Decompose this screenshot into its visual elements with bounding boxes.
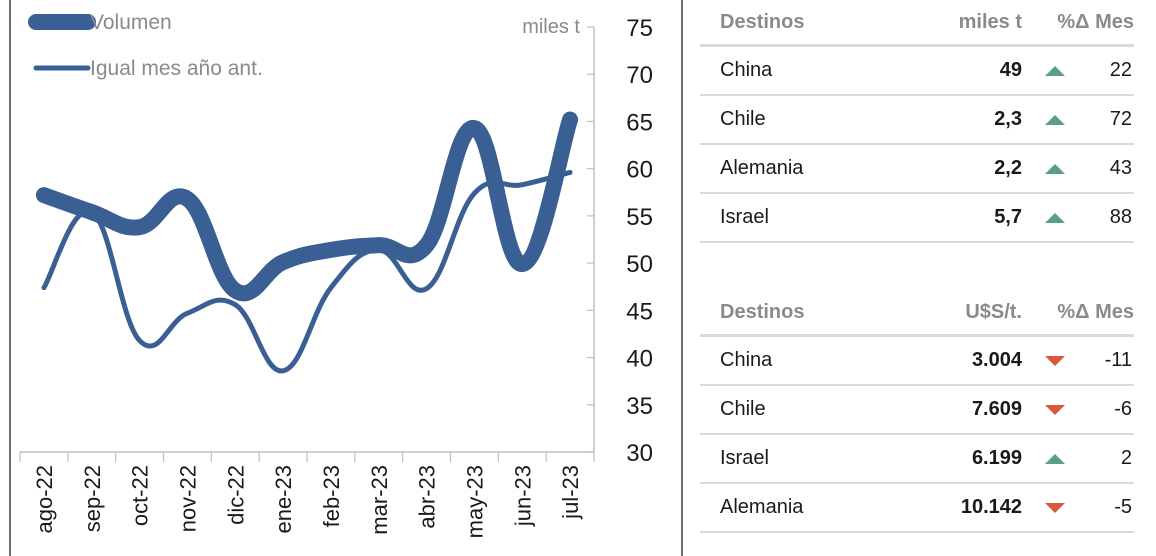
destination-name: Chile [700, 95, 898, 145]
destination-value: 49 [897, 45, 1028, 96]
destination-value: 3.004 [899, 335, 1028, 386]
destination-name: Israel [700, 193, 898, 243]
header-destinos: Destinos [700, 0, 898, 47]
x-tick-label: oct-22 [128, 465, 153, 526]
y-tick-label: 75 [626, 15, 653, 42]
triangle-up-icon [1028, 193, 1082, 243]
table-row: China 3.004 -11 [700, 335, 1134, 386]
y-tick-label: 55 [626, 204, 653, 231]
destination-pct-change: 43 [1082, 144, 1134, 194]
x-tick-label: sep-22 [80, 465, 105, 532]
destination-value: 2,3 [897, 95, 1028, 145]
header-destinos: Destinos [700, 290, 900, 337]
y-tick-label: 65 [626, 109, 653, 136]
table-row: Chile 7.609 -6 [700, 385, 1134, 435]
y-tick-label: 60 [626, 157, 653, 184]
table-row: Israel 6.199 2 [700, 434, 1134, 484]
destination-pct-change: 88 [1082, 193, 1134, 243]
table-row: Chile 2,3 72 [700, 95, 1134, 145]
volume-table-header: Destinos miles t %Δ Mes [700, 0, 1134, 47]
triangle-down-icon [1028, 335, 1082, 386]
header-usd-t: U$S/t. [899, 290, 1028, 337]
triangle-down-icon [1028, 385, 1082, 435]
destination-pct-change: -5 [1082, 483, 1134, 533]
triangle-up-icon [1028, 434, 1082, 484]
header-pct-mes: %Δ Mes [1028, 0, 1134, 47]
y-tick-label: 45 [626, 298, 653, 325]
destination-value: 7.609 [899, 385, 1028, 435]
destination-name: China [700, 335, 900, 386]
x-tick-label: jun-23 [510, 465, 535, 527]
destination-pct-change: 22 [1082, 45, 1134, 96]
destination-value: 6.199 [899, 434, 1028, 484]
price-table: Destinos U$S/t. %Δ Mes China 3.004 -11 Chil… [700, 290, 1134, 533]
x-tick-label: nov-22 [175, 465, 200, 532]
destination-name: China [700, 45, 898, 96]
destination-pct-change: -11 [1082, 335, 1134, 386]
y-unit-label: miles t [522, 16, 580, 38]
table-row: Israel 5,7 88 [700, 193, 1134, 243]
x-tick-label: jul-23 [558, 465, 583, 520]
destination-value: 2,2 [897, 144, 1028, 194]
table-row: Alemania 2,2 43 [700, 144, 1134, 194]
destinations-panel: Destinos miles t %Δ Mes China 49 22 Chile 2,… [700, 0, 1140, 533]
destination-value: 10.142 [899, 483, 1028, 533]
volume-table: Destinos miles t %Δ Mes China 49 22 Chile 2,… [700, 0, 1134, 243]
x-tick-label: mar-23 [367, 465, 392, 535]
y-tick-label: 50 [626, 251, 653, 278]
price-table-header: Destinos U$S/t. %Δ Mes [700, 290, 1134, 337]
triangle-down-icon [1028, 483, 1082, 533]
destination-pct-change: -6 [1082, 385, 1134, 435]
y-tick-label: 70 [626, 62, 653, 89]
destination-name: Alemania [700, 483, 900, 533]
destination-value: 5,7 [897, 193, 1028, 243]
table-row: China 49 22 [700, 45, 1134, 96]
x-tick-label: ago-22 [32, 465, 57, 534]
x-tick-label: ene-23 [271, 465, 296, 534]
legend-label: Igual mes año ant. [90, 57, 263, 80]
x-tick-label: dic-22 [223, 465, 248, 525]
destination-name: Alemania [700, 144, 898, 194]
destination-pct-change: 72 [1082, 95, 1134, 145]
triangle-up-icon [1028, 45, 1082, 96]
line-chart: 30 35 40 45 50 55 60 65 70 75 miles t ago-22 sep-22 o… [9, 0, 683, 556]
table-row: Alemania 10.142 -5 [700, 483, 1134, 533]
x-tick-label: abr-23 [415, 465, 440, 529]
triangle-up-icon [1028, 95, 1082, 145]
destination-name: Chile [700, 385, 900, 435]
destination-pct-change: 2 [1082, 434, 1134, 484]
x-tick-label: may-23 [462, 465, 487, 538]
y-tick-label: 35 [626, 393, 653, 420]
y-tick-label: 40 [626, 346, 653, 373]
legend-label: Volumen [90, 11, 172, 34]
header-miles-t: miles t [897, 0, 1028, 47]
destination-name: Israel [700, 434, 900, 484]
x-tick-label: feb-23 [319, 465, 344, 527]
series-line-igual-mes [41, 169, 573, 374]
series-line-volumen [35, 111, 579, 302]
header-pct-mes: %Δ Mes [1028, 290, 1134, 337]
y-tick-label: 30 [626, 440, 653, 467]
triangle-up-icon [1028, 144, 1082, 194]
